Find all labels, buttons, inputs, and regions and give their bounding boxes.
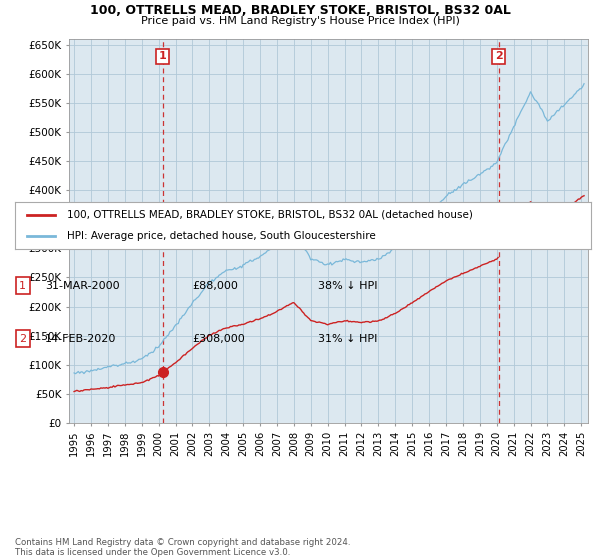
Text: £308,000: £308,000 <box>192 334 245 344</box>
Text: 1: 1 <box>19 281 26 291</box>
Text: 38% ↓ HPI: 38% ↓ HPI <box>318 281 377 291</box>
Text: Price paid vs. HM Land Registry's House Price Index (HPI): Price paid vs. HM Land Registry's House … <box>140 16 460 26</box>
Text: 31-MAR-2000: 31-MAR-2000 <box>45 281 119 291</box>
Text: 1: 1 <box>159 52 167 62</box>
Text: HPI: Average price, detached house, South Gloucestershire: HPI: Average price, detached house, Sout… <box>67 231 376 241</box>
Text: £88,000: £88,000 <box>192 281 238 291</box>
Text: 14-FEB-2020: 14-FEB-2020 <box>45 334 116 344</box>
Text: 2: 2 <box>19 334 26 344</box>
Text: 31% ↓ HPI: 31% ↓ HPI <box>318 334 377 344</box>
Text: 2: 2 <box>495 52 503 62</box>
Text: 100, OTTRELLS MEAD, BRADLEY STOKE, BRISTOL, BS32 0AL: 100, OTTRELLS MEAD, BRADLEY STOKE, BRIST… <box>89 4 511 17</box>
Text: Contains HM Land Registry data © Crown copyright and database right 2024.
This d: Contains HM Land Registry data © Crown c… <box>15 538 350 557</box>
Text: 100, OTTRELLS MEAD, BRADLEY STOKE, BRISTOL, BS32 0AL (detached house): 100, OTTRELLS MEAD, BRADLEY STOKE, BRIST… <box>67 210 473 220</box>
